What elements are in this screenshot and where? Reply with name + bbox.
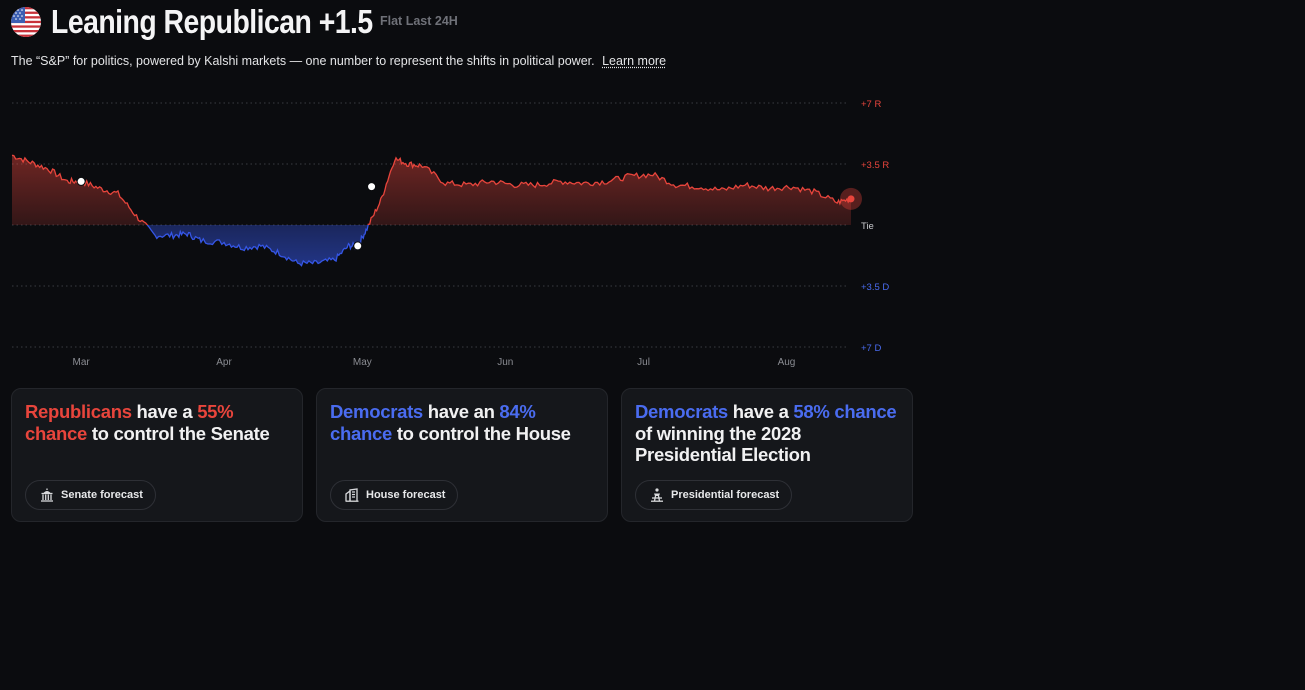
y-tick-label: +3.5 R [861,160,889,171]
x-tick-label: May [353,357,372,368]
capitol-building-icon [39,487,55,503]
chance-value: 55% chance [25,401,234,444]
chance-value: 58% chance [793,401,897,422]
house-headline: Democrats have an 84% chance to control … [330,401,600,444]
chart-svg: +7 R +3.5 R Tie +3.5 D +7 D Mar Apr May Jun Jul Au… [11,99,889,368]
y-tick-label: +7 D [861,343,881,354]
party-name: Democrats [635,401,728,422]
presidential-headline: Democrats have a 58% chance of winning t… [635,401,905,466]
senate-forecast-button[interactable]: Senate forecast [25,480,156,510]
senate-card: Republicans have a 55% chance to control… [11,388,303,522]
y-tick-label: Tie [861,221,874,232]
forecast-cards: Republicans have a 55% chance to control… [11,388,913,522]
headline-verb: have an [427,401,495,422]
y-tick-label: +7 R [861,99,881,110]
headline-verb: have a [136,401,193,422]
page-header: Leaning Republican +1.5 [11,3,425,40]
chance-value: 84% chance [330,401,536,444]
button-label: Senate forecast [61,489,143,501]
presidential-card: Democrats have a 58% chance of winning t… [621,388,913,522]
podium-icon [649,487,665,503]
party-name: Republicans [25,401,132,422]
x-tick-label: Apr [216,357,232,368]
event-marker [353,241,363,251]
x-tick-label: Mar [73,357,91,368]
y-tick-label: +3.5 D [861,282,889,293]
us-flag-icon [11,7,41,37]
event-marker [367,182,377,192]
house-forecast-button[interactable]: House forecast [330,480,459,510]
learn-more-link[interactable]: Learn more [602,54,667,68]
party-name: Democrats [330,401,423,422]
headline-rest: to control the Senate [91,422,270,444]
button-label: House forecast [366,489,446,501]
republican-line [11,154,852,225]
page-title: Leaning Republican +1.5 [51,3,373,40]
presidential-forecast-button[interactable]: Presidential forecast [635,480,793,510]
button-label: Presidential forecast [671,489,780,501]
republican-area [12,155,851,225]
headline-rest: of winning the 2028 Presidential Electio… [635,422,811,466]
headline-rest: to control the House [396,422,571,444]
event-marker [76,176,86,186]
subtitle-text: The “S&P” for politics, powered by Kalsh… [11,54,595,68]
house-card: Democrats have an 84% chance to control … [316,388,608,522]
x-tick-label: Jun [497,357,513,368]
change-status: Flat Last 24H [380,14,458,28]
power-index-chart: +7 R +3.5 R Tie +3.5 D +7 D Mar Apr May Jun Jul Au… [0,90,905,375]
x-tick-label: Aug [778,357,796,368]
headline-verb: have a [732,401,789,422]
house-building-icon [344,487,360,503]
current-value-dot [847,195,855,203]
x-tick-label: Jul [637,357,650,368]
senate-headline: Republicans have a 55% chance to control… [25,401,295,444]
page-subtitle: The “S&P” for politics, powered by Kalsh… [11,54,666,68]
democrat-area [12,225,851,266]
